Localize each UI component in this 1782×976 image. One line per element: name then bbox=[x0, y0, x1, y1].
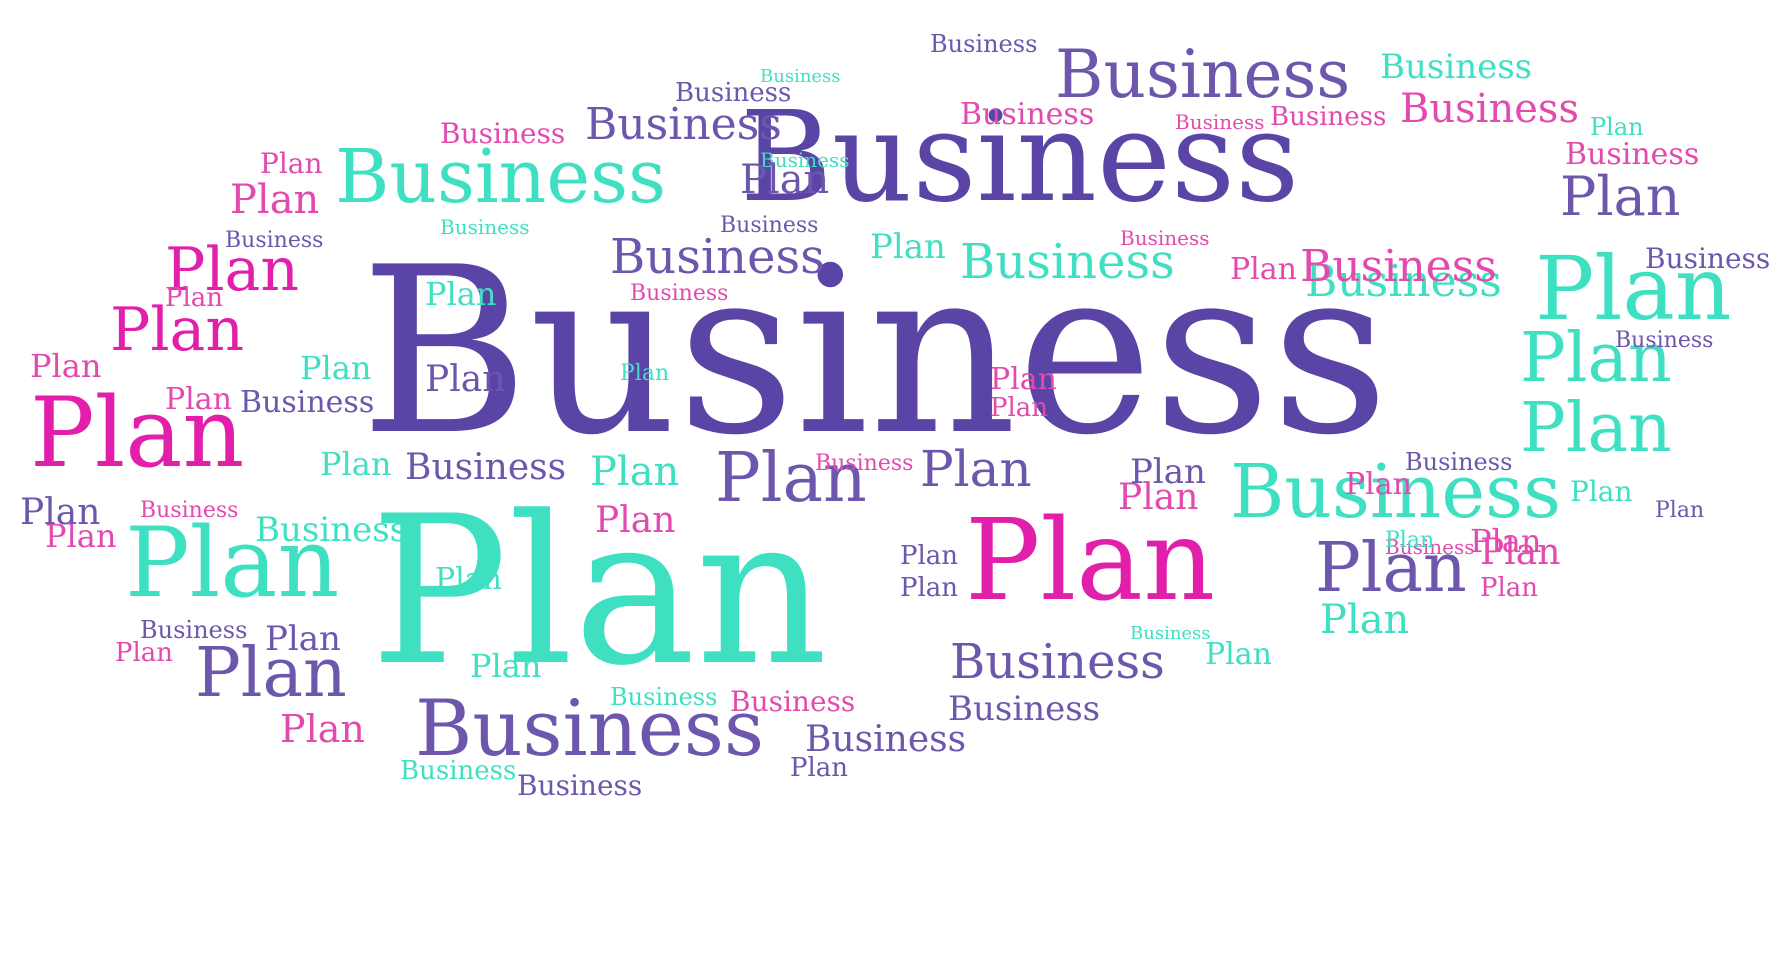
cloud-word-plan: Plan bbox=[740, 157, 830, 203]
cloud-word-plan: Plan bbox=[370, 473, 828, 711]
cloud-word-plan: Plan bbox=[790, 753, 849, 783]
cloud-word-plan: Plan bbox=[425, 275, 497, 313]
cloud-word-business: Business bbox=[760, 66, 841, 87]
cloud-word-plan: Plan bbox=[320, 445, 392, 483]
cloud-word-plan: Plan bbox=[590, 449, 680, 495]
cloud-word-business: Business bbox=[675, 78, 792, 108]
cloud-word-plan: Plan bbox=[920, 440, 1032, 498]
cloud-word-plan: Plan bbox=[1315, 529, 1467, 608]
cloud-word-plan: Plan bbox=[45, 517, 117, 555]
cloud-word-plan: Plan bbox=[470, 647, 542, 685]
cloud-word-business: Business bbox=[730, 685, 856, 718]
cloud-word-plan: Plan bbox=[425, 359, 506, 400]
cloud-word-plan: Plan bbox=[595, 500, 676, 541]
cloud-word-business: Business bbox=[585, 99, 782, 150]
cloud-word-plan: Plan bbox=[1480, 532, 1561, 573]
cloud-word-business: Business bbox=[610, 229, 825, 285]
cloud-word-business: Business bbox=[225, 228, 324, 253]
cloud-word-business: Business bbox=[1645, 242, 1771, 275]
cloud-word-plan: Plan bbox=[900, 573, 959, 603]
cloud-word-business: Business bbox=[930, 30, 1038, 58]
cloud-word-plan: Plan bbox=[990, 393, 1049, 423]
cloud-word-business: Business bbox=[1130, 623, 1211, 644]
cloud-word-plan: Plan bbox=[20, 492, 101, 533]
cloud-word-plan: Plan bbox=[965, 496, 1216, 626]
cloud-word-plan: Plan bbox=[1520, 319, 1672, 398]
cloud-word-business: Business bbox=[1270, 102, 1387, 132]
cloud-word-business: Business bbox=[630, 281, 729, 306]
cloud-word-business: Business bbox=[1385, 535, 1475, 559]
cloud-word-plan: Plan bbox=[230, 177, 320, 223]
cloud-word-business: Business bbox=[948, 689, 1101, 729]
cloud-word-plan: Plan bbox=[265, 619, 341, 659]
cloud-word-business: Business bbox=[1175, 110, 1265, 134]
cloud-word-business: Business bbox=[1300, 241, 1497, 292]
cloud-word-plan: Plan bbox=[870, 227, 946, 267]
cloud-word-business: Business bbox=[720, 213, 819, 238]
cloud-word-plan: Plan bbox=[30, 347, 102, 385]
cloud-word-business: Business bbox=[740, 85, 1300, 230]
cloud-word-plan: Plan bbox=[1205, 637, 1272, 672]
cloud-word-plan: Plan bbox=[715, 439, 867, 518]
cloud-word-plan: Plan bbox=[1480, 573, 1539, 603]
cloud-word-business: Business bbox=[415, 684, 764, 774]
cloud-word-plan: Plan bbox=[990, 362, 1057, 397]
cloud-word-plan: Plan bbox=[1470, 522, 1542, 560]
cloud-word-plan: Plan bbox=[280, 707, 365, 751]
cloud-word-business: Business bbox=[405, 447, 567, 488]
cloud-word-plan: Plan bbox=[620, 361, 670, 386]
cloud-word-business: Business bbox=[240, 385, 375, 420]
cloud-word-plan: Plan bbox=[165, 382, 232, 417]
cloud-word-plan: Plan bbox=[300, 349, 372, 387]
cloud-word-business: Business bbox=[140, 616, 248, 644]
cloud-word-plan: Plan bbox=[1570, 475, 1633, 508]
cloud-word-plan: Plan bbox=[165, 283, 224, 313]
cloud-word-plan: Plan bbox=[1560, 165, 1681, 228]
cloud-word-business: Business bbox=[440, 117, 566, 150]
cloud-word-business: Business bbox=[1305, 256, 1502, 307]
cloud-word-plan: Plan bbox=[1385, 528, 1435, 553]
cloud-word-business: Business bbox=[1380, 47, 1533, 87]
cloud-word-plan: Plan bbox=[260, 147, 323, 180]
cloud-word-business: Business bbox=[1400, 86, 1579, 132]
cloud-word-plan: Plan bbox=[1655, 498, 1705, 523]
cloud-word-business: Business bbox=[360, 219, 1390, 486]
cloud-word-plan: Plan bbox=[435, 562, 502, 597]
cloud-word-business: Business bbox=[950, 634, 1165, 690]
cloud-word-plan: Plan bbox=[1320, 597, 1410, 643]
cloud-word-plan: Plan bbox=[30, 377, 245, 489]
cloud-word-plan: Plan bbox=[1118, 477, 1199, 518]
cloud-word-business: Business bbox=[255, 510, 408, 550]
cloud-word-plan: Plan bbox=[115, 638, 174, 668]
cloud-word-plan: Plan bbox=[900, 541, 959, 571]
cloud-word-business: Business bbox=[517, 769, 643, 802]
cloud-word-business: Business bbox=[815, 451, 914, 476]
cloud-word-plan: Plan bbox=[1520, 389, 1672, 468]
cloud-word-business: Business bbox=[1405, 448, 1513, 476]
cloud-word-business: Business bbox=[1565, 137, 1700, 172]
cloud-word-business: Business bbox=[440, 215, 530, 239]
cloud-word-plan: Plan bbox=[1345, 467, 1412, 502]
cloud-word-business: Business bbox=[760, 148, 850, 172]
cloud-word-business: Business bbox=[1120, 226, 1210, 250]
cloud-word-business: Business bbox=[140, 498, 239, 523]
cloud-word-plan: Plan bbox=[1230, 252, 1297, 287]
cloud-word-business: Business bbox=[960, 234, 1175, 290]
cloud-word-business: Business bbox=[335, 134, 667, 220]
cloud-word-business: Business bbox=[960, 97, 1095, 132]
cloud-word-plan: Plan bbox=[195, 634, 347, 713]
cloud-word-business: Business bbox=[610, 683, 718, 711]
cloud-word-business: Business bbox=[805, 719, 967, 760]
cloud-word-plan: Plan bbox=[165, 235, 299, 305]
cloud-word-business: Business bbox=[1230, 449, 1562, 535]
cloud-word-business: Business bbox=[400, 756, 517, 786]
cloud-word-plan: Plan bbox=[1130, 452, 1206, 492]
cloud-word-business: Business bbox=[1055, 36, 1351, 113]
cloud-word-business: Business bbox=[1615, 328, 1714, 353]
cloud-word-plan: Plan bbox=[1535, 237, 1732, 340]
cloud-word-plan: Plan bbox=[1590, 113, 1644, 141]
cloud-word-plan: Plan bbox=[125, 507, 340, 619]
cloud-word-plan: Plan bbox=[110, 295, 244, 365]
